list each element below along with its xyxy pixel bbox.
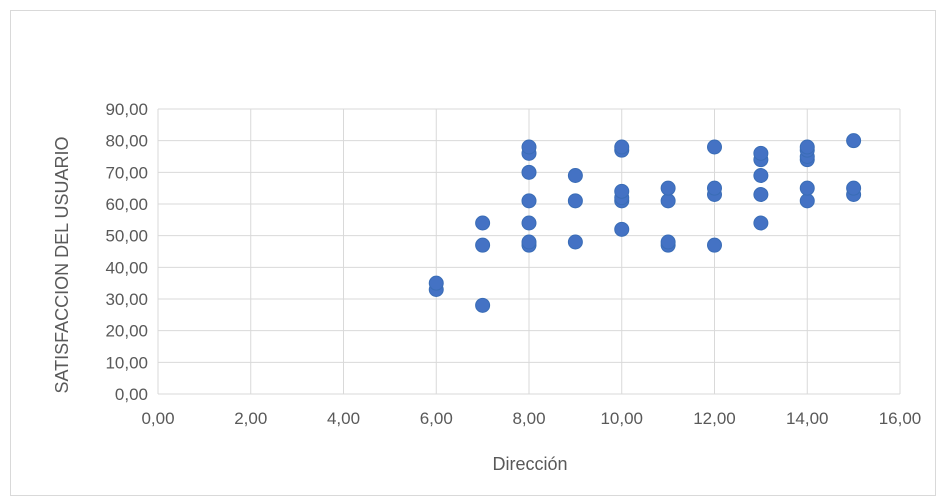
data-point [614, 221, 630, 237]
x-tick-label: 12,00 [693, 409, 736, 428]
x-tick-label: 14,00 [786, 409, 829, 428]
y-tick-label: 20,00 [105, 322, 148, 341]
y-tick-label: 70,00 [105, 163, 148, 182]
data-point [567, 234, 583, 250]
data-point [660, 180, 676, 196]
y-tick-label: 60,00 [105, 195, 148, 214]
y-tick-label: 10,00 [105, 353, 148, 372]
data-point [475, 297, 491, 313]
data-point [521, 215, 537, 231]
y-tick-label: 30,00 [105, 290, 148, 309]
x-tick-label: 0,00 [141, 409, 174, 428]
data-point [475, 237, 491, 253]
x-tick-label: 4,00 [327, 409, 360, 428]
y-tick-label: 40,00 [105, 258, 148, 277]
data-point [614, 139, 630, 155]
x-tick-label: 10,00 [600, 409, 643, 428]
data-point [707, 237, 722, 253]
data-point [799, 193, 815, 209]
data-point [428, 275, 444, 291]
x-tick-labels: 0,00 2,00 4,00 6,00 8,00 10,00 12,00 14,00 16,00 [141, 409, 921, 428]
data-point [475, 215, 491, 231]
y-tick-label: 80,00 [105, 132, 148, 151]
y-tick-labels: 0,00 10,00 20,00 30,00 40,00 50,00 60,00 70,00 8… [105, 100, 148, 404]
data-point [799, 180, 815, 196]
x-tick-label: 2,00 [234, 409, 267, 428]
data-point [707, 180, 722, 196]
y-tick-label: 0,00 [115, 385, 148, 404]
data-points [428, 133, 862, 313]
data-point [567, 168, 583, 183]
data-point [707, 139, 722, 155]
data-point [753, 145, 769, 161]
data-point [753, 215, 769, 231]
data-point [660, 234, 676, 250]
data-point [567, 193, 583, 209]
y-axis-title: SATISFACCION DEL USUARIO [52, 136, 72, 393]
data-point [521, 193, 537, 209]
data-point [521, 164, 537, 180]
data-point [521, 234, 537, 250]
data-point [753, 187, 769, 202]
chart-frame [10, 10, 936, 496]
y-tick-label: 90,00 [105, 100, 148, 119]
x-tick-label: 16,00 [879, 409, 922, 428]
data-point [660, 193, 676, 209]
data-point [753, 168, 769, 183]
x-axis-title: Dirección [492, 454, 567, 474]
data-point [614, 183, 630, 199]
y-tick-label: 50,00 [105, 227, 148, 246]
data-point [846, 133, 862, 149]
data-point [521, 139, 537, 155]
x-tick-label: 6,00 [420, 409, 453, 428]
data-point [799, 139, 815, 155]
data-point [846, 180, 862, 196]
x-tick-label: 8,00 [512, 409, 545, 428]
